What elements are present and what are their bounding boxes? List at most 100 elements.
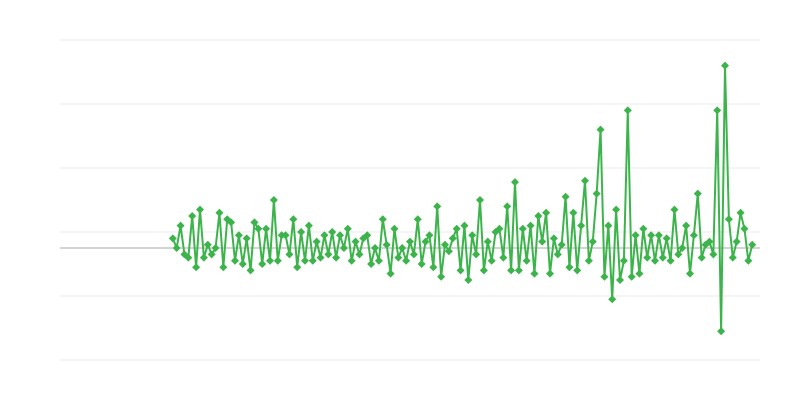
data-point [530,269,539,278]
data-point [499,253,508,262]
data-point [674,250,683,259]
data-point [304,221,313,230]
data-point [479,266,488,275]
gridlines [60,39,760,361]
data-point [553,250,562,259]
data-point [468,231,477,240]
data-point [476,196,484,204]
data-point [748,240,757,249]
data-point [514,266,523,275]
data-point [538,237,547,246]
data-point [297,228,306,236]
data-point [600,272,609,281]
data-point [406,237,414,246]
data-point [592,189,601,198]
data-point [705,237,714,246]
data-point [736,208,745,217]
data-point [172,244,181,252]
data-point [332,253,341,262]
data-point [215,208,224,217]
data-point [234,231,243,240]
data-point [604,221,613,230]
data-point [328,228,337,236]
data-point [281,231,290,240]
data-point [643,253,652,262]
data-point [557,240,566,249]
data-point [670,205,679,214]
data-point [417,260,426,268]
data-point [203,240,212,249]
data-point [472,250,481,259]
data-point [456,266,465,275]
data-point [460,221,469,230]
data-point [308,256,317,265]
data-point [347,256,356,265]
data-point [250,218,259,227]
data-point [534,212,543,220]
data-point [732,237,741,246]
data-point [549,234,558,243]
data-point [378,215,387,224]
data-point [413,215,422,224]
data-point [367,260,376,268]
data-point [207,250,216,259]
data-point [452,224,461,233]
data-point [231,256,239,265]
data-point [227,218,236,227]
data-point [192,263,201,272]
data-point [740,224,749,233]
data-point [542,208,551,217]
data-point [429,263,438,272]
data-point [682,221,691,230]
data-point [394,253,403,262]
data-point [717,327,726,336]
data-point [678,244,687,252]
data-point [631,231,640,240]
data-point [686,269,694,278]
data-point [507,266,516,275]
data-point [619,256,628,265]
data-line [171,64,754,333]
data-point [662,234,671,243]
data-point [647,231,656,240]
data-point [386,269,395,278]
data-point [199,253,208,262]
data-point [518,224,527,233]
data-point [421,237,430,246]
data-point [316,253,325,262]
data-point [561,192,570,201]
data-point [565,263,574,272]
data-point [219,263,228,272]
data-point [511,178,519,187]
data-point [495,224,504,233]
data-point [324,250,333,259]
data-point [285,250,294,259]
data-point [635,269,644,278]
data-point [196,205,204,214]
data-point [402,256,411,265]
data-point [262,224,271,233]
data-point [390,224,399,233]
data-point [658,253,667,262]
data-point [654,231,663,240]
data-point [596,125,605,134]
data-point [176,221,185,230]
data-point [584,256,593,265]
data-point [616,276,624,284]
data-point [526,221,535,230]
data-point [374,256,383,265]
data-point [588,237,597,246]
data-point [744,256,753,265]
data-point [339,244,348,252]
data-point [343,224,352,233]
data-point [293,263,302,272]
data-point [724,215,733,224]
data-point [612,205,621,214]
data-point [425,231,434,240]
data-point [464,276,473,284]
data-point [608,295,617,304]
data-point [573,266,582,275]
data-point [168,234,177,243]
data-point [709,250,718,259]
